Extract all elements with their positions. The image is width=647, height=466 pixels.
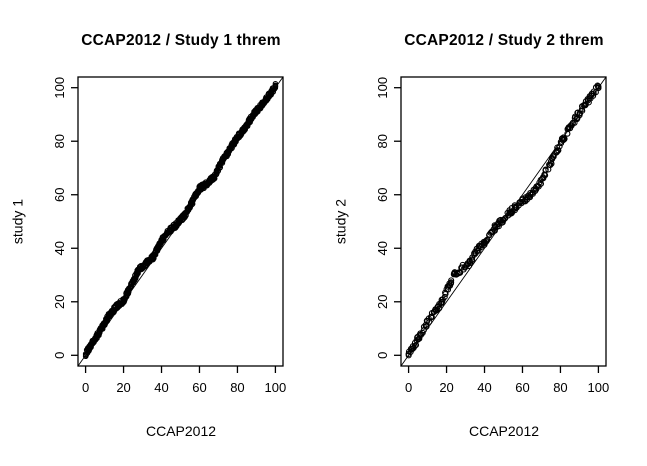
y-tick-label: 80 bbox=[52, 134, 67, 148]
x-tick-label: 100 bbox=[588, 380, 610, 395]
x-tick-label: 40 bbox=[477, 380, 491, 395]
y-tick-label: 60 bbox=[375, 188, 390, 202]
panel-study1: CCAP2012 / Study 1 threm study 1 CCAP201… bbox=[10, 32, 287, 439]
x-axis-title-study2: CCAP2012 bbox=[468, 423, 540, 439]
x-tick-label: 0 bbox=[405, 380, 412, 395]
data-points bbox=[82, 81, 279, 359]
scatter-plot-study1: 0 20 40 60 80 100 0 20 40 60 80 100 bbox=[52, 76, 287, 395]
x-axis-title-study1: CCAP2012 bbox=[145, 423, 217, 439]
y-tick-label: 40 bbox=[375, 241, 390, 255]
plot-title-study2: CCAP2012 / Study 2 threm bbox=[404, 32, 604, 49]
y-tick-label: 40 bbox=[52, 241, 67, 255]
y-tick-label: 80 bbox=[375, 134, 390, 148]
x-tick-label: 100 bbox=[265, 380, 287, 395]
x-tick-label: 80 bbox=[553, 380, 567, 395]
x-tick-label: 80 bbox=[230, 380, 244, 395]
panel-study2: CCAP2012 / Study 2 threm study 2 CCAP201… bbox=[323, 0, 647, 466]
scatter-plot-study2: 0 20 40 60 80 100 0 20 40 60 80 100 bbox=[375, 76, 610, 395]
x-tick-label: 60 bbox=[192, 380, 206, 395]
x-tick-label: 20 bbox=[439, 380, 453, 395]
y-tick-label: 0 bbox=[375, 352, 390, 359]
y-tick-label: 20 bbox=[52, 295, 67, 309]
axes: 0 20 40 60 80 100 0 20 40 60 80 100 bbox=[52, 76, 287, 395]
x-tick-label: 60 bbox=[515, 380, 529, 395]
y-tick-label: 100 bbox=[375, 77, 390, 99]
data-points bbox=[405, 82, 602, 359]
x-tick-label: 0 bbox=[82, 380, 89, 395]
axes: 0 20 40 60 80 100 0 20 40 60 80 100 bbox=[375, 76, 610, 395]
y-tick-label: 20 bbox=[375, 295, 390, 309]
x-tick-label: 40 bbox=[154, 380, 168, 395]
x-tick-label: 20 bbox=[116, 380, 130, 395]
y-tick-label: 60 bbox=[52, 188, 67, 202]
y-tick-label: 0 bbox=[52, 352, 67, 359]
y-tick-label: 100 bbox=[52, 77, 67, 99]
plot-title-study1: CCAP2012 / Study 1 threm bbox=[81, 32, 281, 49]
